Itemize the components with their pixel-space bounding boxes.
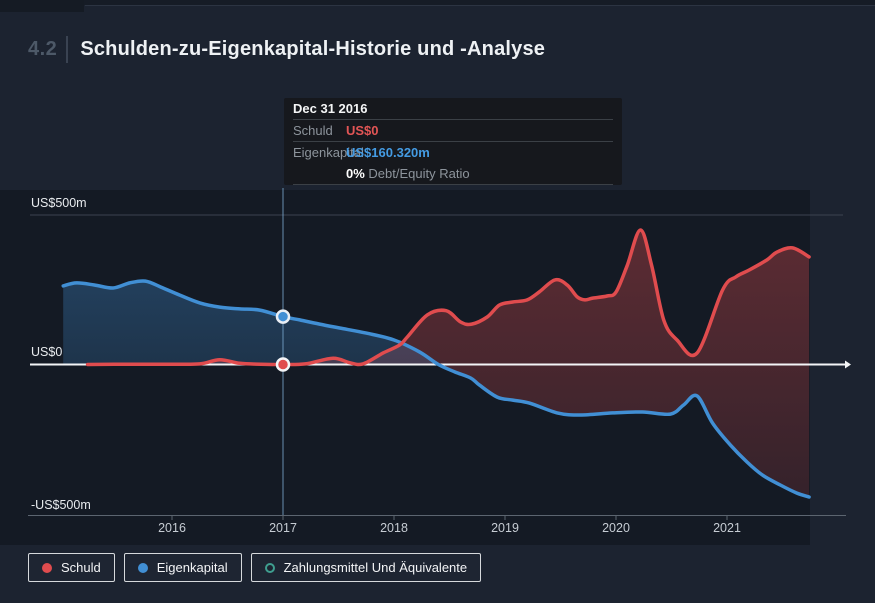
y-label-neg500m: -US$500m: [31, 498, 91, 512]
chart-tooltip: Dec 31 2016 Schuld US$0 Eigenkapital US$…: [284, 98, 622, 185]
zero-axis-arrow-icon: [845, 360, 851, 369]
x-label-2019: 2019: [491, 521, 519, 535]
x-label-2017: 2017: [269, 521, 297, 535]
tooltip-equity-label: Eigenkapital: [293, 145, 364, 160]
page-title: Schulden-zu-Eigenkapital-Historie und -A…: [80, 38, 546, 60]
x-label-2016: 2016: [158, 521, 186, 535]
x-label-2018: 2018: [380, 521, 408, 535]
section-number: 4.2: [28, 38, 58, 60]
tooltip-debt-value: US$0: [346, 123, 379, 138]
tooltip-ratio-row: 0% Debt/Equity Ratio: [293, 163, 613, 185]
legend-item-schuld[interactable]: Schuld: [28, 553, 115, 582]
tooltip-equity-row: Eigenkapital US$160.320m: [293, 142, 613, 163]
cash-legend-ring-icon: [264, 562, 275, 573]
debt-area: [87, 229, 810, 497]
y-label-500m: US$500m: [31, 196, 87, 210]
section-header: 4.2 Schulden-zu-Eigenkapital-Historie un…: [28, 36, 545, 63]
legend-item-eigenkapital[interactable]: Eigenkapital: [123, 553, 242, 582]
tooltip-equity-value: US$160.320m: [346, 145, 430, 160]
legend-item-zahlungsmittel[interactable]: Zahlungsmittel Und Äquivalente: [250, 553, 482, 582]
tooltip-ratio: 0% Debt/Equity Ratio: [346, 166, 470, 181]
y-label-0: US$0: [31, 345, 63, 359]
tooltip-ratio-label: Debt/Equity Ratio: [368, 166, 470, 181]
legend-label: Schuld: [61, 560, 101, 575]
debt-legend-dot-icon: [42, 562, 52, 573]
legend-label: Zahlungsmittel Und Äquivalente: [283, 560, 468, 575]
legend-label: Eigenkapital: [156, 560, 228, 575]
tooltip-debt-label: Schuld: [293, 123, 333, 138]
chart-legend: Schuld Eigenkapital Zahlungsmittel Und Ä…: [28, 553, 482, 582]
equity-hover-marker: [275, 309, 291, 324]
tooltip-date: Dec 31 2016: [293, 101, 368, 116]
equity-area: [63, 280, 439, 365]
top-strip: [0, 0, 875, 5]
equity-line: [61, 279, 811, 499]
x-axis-ticks: [171, 515, 728, 520]
top-left-block: [0, 0, 84, 12]
header-separator: [66, 36, 69, 63]
tooltip-debt-row: Schuld US$0: [293, 120, 613, 142]
tooltip-ratio-value: 0%: [346, 166, 365, 181]
debt-hover-marker: [275, 357, 291, 372]
x-label-2020: 2020: [602, 521, 630, 535]
tooltip-date-row: Dec 31 2016: [293, 98, 613, 120]
x-label-2021: 2021: [713, 521, 741, 535]
section-divider-line: [85, 5, 875, 6]
equity-legend-dot-icon: [137, 562, 148, 573]
